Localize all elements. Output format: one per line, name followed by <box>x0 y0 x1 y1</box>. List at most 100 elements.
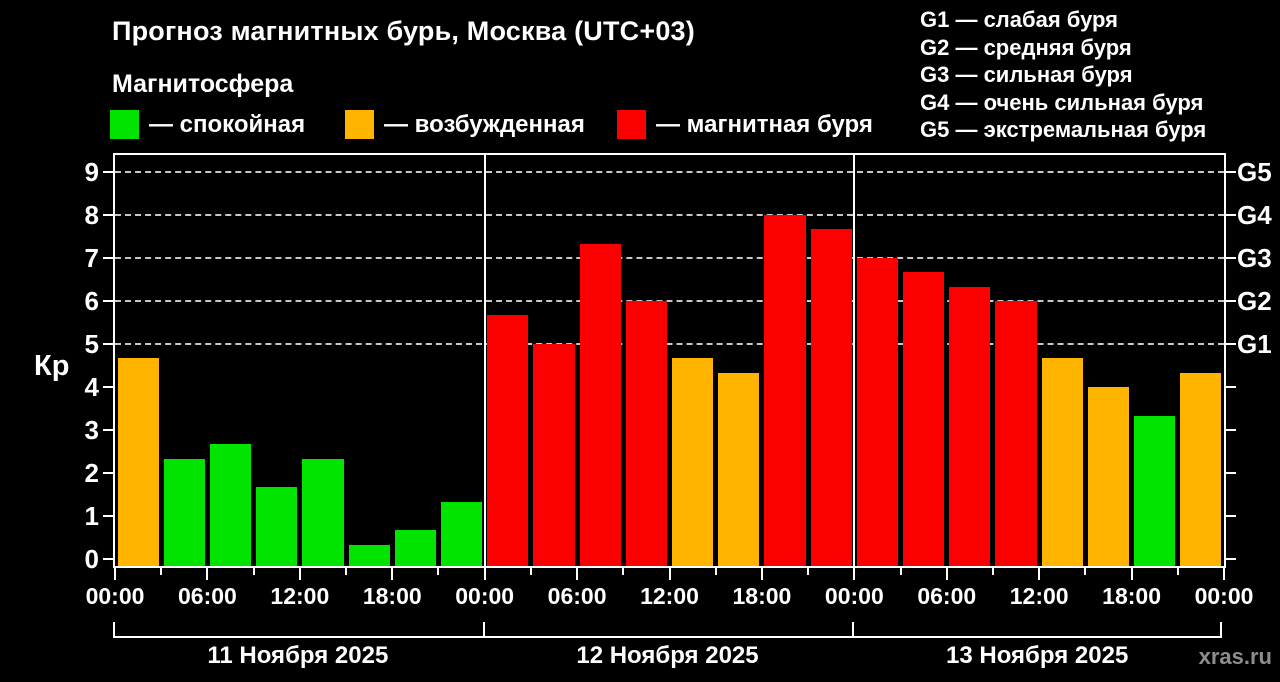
kp-bar-day3-slot6 <box>1087 387 1130 566</box>
x-axis-tick <box>114 568 116 580</box>
x-tick-label: 18:00 <box>362 583 422 609</box>
legend-item-calm: — спокойная <box>110 110 305 139</box>
legend-item-excited: — возбужденная <box>345 110 585 139</box>
kp-bar-day2-slot5 <box>672 358 714 566</box>
g-scale-label-g4: G4 <box>1237 200 1272 230</box>
x-tick-label: 06:00 <box>917 583 977 609</box>
day-separator <box>853 155 856 566</box>
day-bracket-tick <box>1220 622 1222 638</box>
gridline-kp8 <box>115 214 1224 216</box>
x-axis-tick <box>622 568 625 575</box>
kp-bar-day1-slot2 <box>163 458 205 566</box>
legend-label-storm: — магнитная буря <box>656 110 873 138</box>
y-tick-label: 4 <box>84 372 99 402</box>
storm-scale-g2: G2 — средняя буря <box>920 34 1132 60</box>
y-axis-tick <box>103 257 113 259</box>
kp-bar-day1-slot6 <box>348 544 390 566</box>
kp-bar-day1-slot4 <box>256 487 298 566</box>
day-bracket-tick <box>113 622 115 638</box>
x-axis-tick <box>437 568 440 575</box>
y-axis-tick <box>103 214 113 216</box>
kp-bar-day1-slot7 <box>394 530 436 566</box>
x-axis-tick <box>483 568 486 580</box>
day-label-2: 12 Ноября 2025 <box>576 642 759 669</box>
y-axis-tick <box>103 386 113 388</box>
storm-scale-g1: G1 — слабая буря <box>920 7 1119 32</box>
storm-color-swatch <box>617 110 646 139</box>
x-tick-label: 00:00 <box>1194 583 1254 609</box>
y-tick-label: 9 <box>84 157 99 187</box>
day-label-1: 11 Ноября 2025 <box>207 642 389 669</box>
x-axis-tick <box>991 568 994 575</box>
x-axis-tick <box>668 568 671 580</box>
legend-label-calm: — спокойная <box>149 110 306 138</box>
x-axis-tick <box>576 568 579 580</box>
day-label-3: 13 Ноября 2025 <box>946 642 1129 669</box>
storm-scale-g3: G3 — сильная буря <box>920 62 1133 87</box>
kp-bar-day2-slot1 <box>487 315 529 566</box>
right-axis-tick <box>1226 171 1236 173</box>
storm-scale-g5: G5 — экстремальная буря <box>920 117 1207 142</box>
x-axis-tick <box>899 568 902 575</box>
x-axis-tick <box>160 568 163 575</box>
y-tick-label: 5 <box>84 329 99 359</box>
storm-scale-g4: G4 — очень сильная буря <box>920 89 1204 115</box>
kp-bar-day3-slot7 <box>1134 415 1176 566</box>
kp-bar-day3-slot5 <box>1041 358 1083 566</box>
x-axis-tick <box>714 568 717 575</box>
x-axis-tick <box>1223 568 1225 580</box>
legend-item-storm: — магнитная буря <box>617 110 873 139</box>
right-axis-tick <box>1226 300 1236 302</box>
y-axis-tick <box>103 429 113 431</box>
x-tick-label: 00:00 <box>85 583 145 609</box>
y-tick-label: 3 <box>84 415 99 445</box>
day-bracket-line <box>113 636 1222 638</box>
x-axis-tick <box>853 568 856 580</box>
right-axis-tick <box>1226 257 1236 259</box>
x-axis-tick <box>345 568 348 575</box>
day-separator <box>483 155 486 566</box>
x-axis-tick <box>807 568 810 575</box>
excited-color-swatch <box>345 110 374 139</box>
x-tick-label: 00:00 <box>824 583 884 609</box>
kp-bar-day2-slot3 <box>579 243 621 566</box>
y-axis-tick <box>103 558 113 560</box>
x-tick-label: 12:00 <box>640 583 699 609</box>
y-axis-tick <box>103 472 113 474</box>
kp-bar-day2-slot7 <box>764 215 806 566</box>
kp-bar-day2-slot6 <box>718 372 760 566</box>
calm-color-swatch <box>110 110 139 139</box>
g-scale-label-g2: G2 <box>1237 286 1272 316</box>
x-tick-label: 12:00 <box>1009 583 1069 609</box>
gridline-kp9 <box>115 171 1224 173</box>
y-axis-tick <box>103 343 113 345</box>
y-tick-label: 6 <box>84 286 99 316</box>
kp-bar-day3-slot1 <box>856 258 899 566</box>
kp-bar-day1-slot1 <box>117 358 159 566</box>
day-bracket-tick <box>852 622 855 638</box>
kp-bar-day3-slot3 <box>949 286 991 566</box>
g-scale-label-g1: G1 <box>1237 329 1272 359</box>
y-tick-label: 8 <box>84 200 99 230</box>
kp-bar-day2-slot8 <box>810 229 852 566</box>
plot-area: 0 1 2 3 4 5 6 7 8 9 G1 G2 G3 G4 G5 00:00 06:00 12:00 18:00… <box>85 153 1272 609</box>
x-tick-label: 00:00 <box>455 583 515 609</box>
g-scale-label-g5: G5 <box>1237 157 1272 187</box>
y-tick-label: 0 <box>84 544 99 574</box>
x-tick-label: 06:00 <box>177 583 237 609</box>
x-tick-label: 18:00 <box>1102 583 1161 609</box>
right-axis-tick <box>1226 429 1236 431</box>
storm-scale-legend: G1 — слабая буря G2 — средняя буря G3 — … <box>920 6 1206 144</box>
kp-bar-day3-slot8 <box>1180 372 1222 566</box>
kp-bar-day3-slot4 <box>995 301 1037 566</box>
x-axis-tick <box>1084 568 1087 575</box>
kp-bar-day2-slot2 <box>533 344 575 566</box>
x-axis-tick <box>529 568 532 575</box>
y-axis-tick <box>103 171 113 173</box>
right-axis-tick <box>1226 214 1236 216</box>
kp-bar-day2-slot4 <box>625 301 667 566</box>
x-axis-tick <box>760 568 763 580</box>
g-scale-label-g3: G3 <box>1237 243 1272 273</box>
x-axis-tick <box>1130 568 1133 580</box>
